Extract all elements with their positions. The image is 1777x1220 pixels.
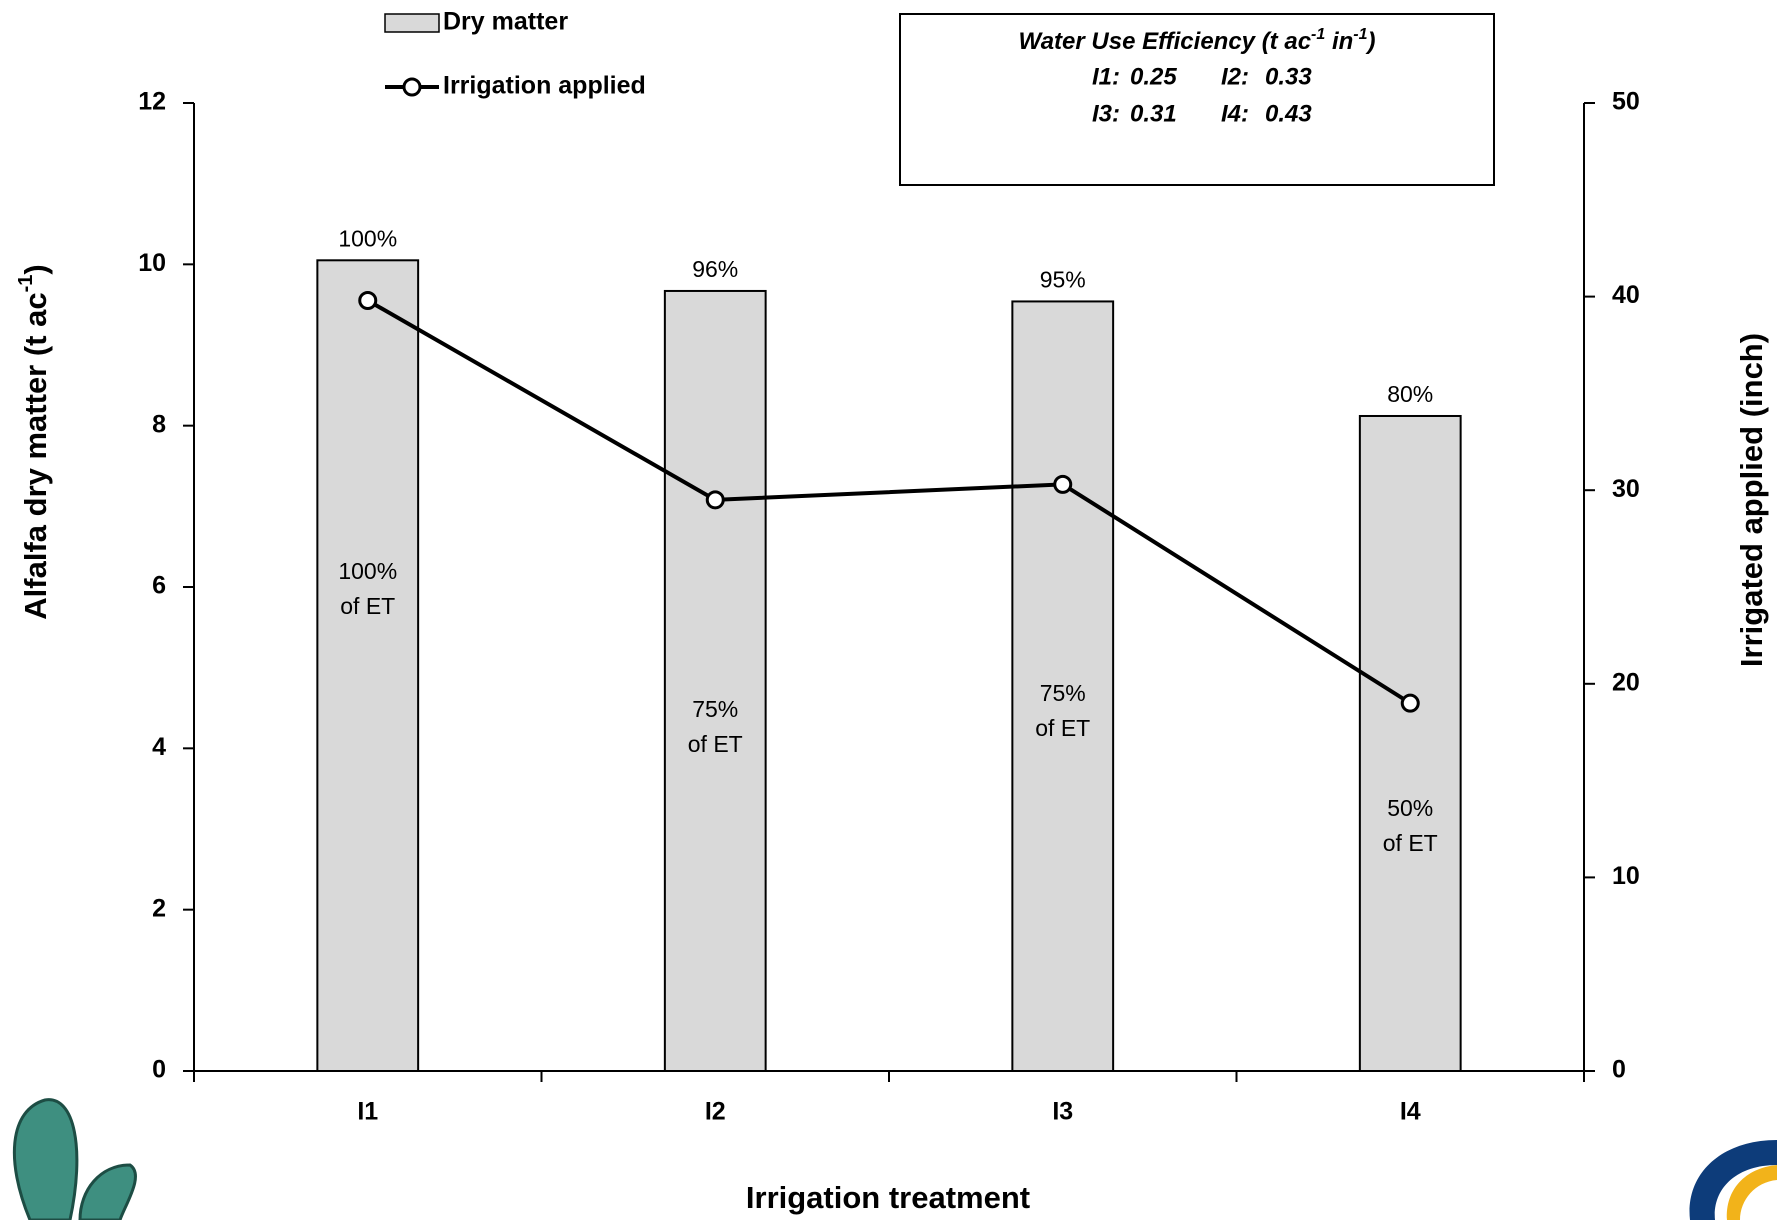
bar-inner-label: of ET bbox=[340, 593, 395, 619]
bar-inner-label: 75% bbox=[692, 696, 738, 722]
wue-title-text: in bbox=[1325, 28, 1353, 55]
bar-inner-label: of ET bbox=[688, 731, 743, 757]
y2-tick-label: 10 bbox=[1612, 862, 1640, 890]
bar-inner-label: of ET bbox=[1383, 830, 1438, 856]
bar-inner-label: of ET bbox=[1035, 715, 1090, 741]
bar bbox=[316, 259, 420, 1072]
y-axis-title: Alfalfa dry matter (t ac-1) bbox=[15, 264, 53, 619]
x-tick-label: I4 bbox=[1400, 1098, 1421, 1126]
bar-top-label: 100% bbox=[338, 225, 397, 251]
bar-top-label: 80% bbox=[1387, 381, 1433, 407]
x-tick-label: I3 bbox=[1052, 1098, 1073, 1126]
cactus-logo bbox=[12, 1098, 137, 1220]
y2-tick-label: 0 bbox=[1612, 1056, 1626, 1084]
legend-label: Dry matter bbox=[443, 8, 568, 36]
legend-label: Irrigation applied bbox=[443, 72, 646, 100]
y-axis-title-text: ) bbox=[18, 264, 53, 274]
line-marker bbox=[1053, 474, 1073, 494]
line-marker bbox=[705, 490, 725, 510]
y2-tick-label: 40 bbox=[1612, 281, 1640, 309]
y-tick-label: 12 bbox=[138, 88, 166, 116]
bar-top-label: 95% bbox=[1040, 267, 1086, 293]
wue-title-text: ) bbox=[1365, 28, 1376, 55]
y-axis-title-text: Alfalfa dry matter (t ac bbox=[18, 292, 53, 619]
bar bbox=[663, 289, 767, 1073]
wue-value: 0.43 bbox=[1265, 100, 1312, 127]
legend-marker bbox=[402, 77, 422, 97]
legend-item: Dry matter bbox=[384, 8, 568, 36]
wue-value: 0.31 bbox=[1130, 100, 1177, 127]
line-marker bbox=[1400, 693, 1420, 713]
wue-value: 0.25 bbox=[1130, 63, 1177, 90]
legend-item: Irrigation applied bbox=[385, 72, 646, 100]
y2-tick-label: 20 bbox=[1612, 668, 1640, 696]
y-tick-label: 6 bbox=[152, 572, 166, 600]
y2-tick-label: 50 bbox=[1612, 88, 1640, 116]
wue-title-sup: -1 bbox=[1311, 26, 1325, 43]
bar-inner-label: 100% bbox=[338, 558, 397, 584]
wue-title: Water Use Efficiency (t ac-1 in-1) bbox=[1018, 26, 1375, 56]
y-tick-label: 10 bbox=[138, 249, 166, 277]
wue-label: I2: bbox=[1221, 63, 1249, 90]
bar-inner-label: 75% bbox=[1040, 680, 1086, 706]
bar bbox=[1358, 414, 1462, 1072]
y-tick-label: 8 bbox=[152, 410, 166, 438]
line-marker bbox=[358, 290, 378, 310]
y2-axis-title: Irrigated applied (inch) bbox=[1734, 333, 1769, 667]
wue-box bbox=[899, 13, 1495, 186]
x-tick-label: I2 bbox=[705, 1098, 726, 1126]
wue-value: 0.33 bbox=[1265, 63, 1312, 90]
wue-title-text: Water Use Efficiency (t ac bbox=[1018, 28, 1311, 55]
x-axis-title: Irrigation treatment bbox=[746, 1180, 1030, 1215]
y-tick-label: 4 bbox=[152, 733, 166, 761]
university-logo bbox=[1689, 1140, 1777, 1220]
wue-label: I1: bbox=[1092, 63, 1120, 90]
wue-label: I4: bbox=[1221, 100, 1249, 127]
legend-swatch bbox=[384, 13, 440, 33]
bar-inner-label: 50% bbox=[1387, 795, 1433, 821]
x-tick-label: I1 bbox=[357, 1098, 378, 1126]
line bbox=[366, 298, 1412, 705]
bar-top-label: 96% bbox=[692, 256, 738, 282]
y-tick-label: 2 bbox=[152, 894, 166, 922]
y-tick-label: 0 bbox=[152, 1056, 166, 1084]
wue-title-sup: -1 bbox=[1353, 26, 1367, 43]
wue-label: I3: bbox=[1092, 100, 1120, 127]
y2-tick-label: 30 bbox=[1612, 475, 1640, 503]
y-axis-title-sup: -1 bbox=[15, 275, 37, 293]
